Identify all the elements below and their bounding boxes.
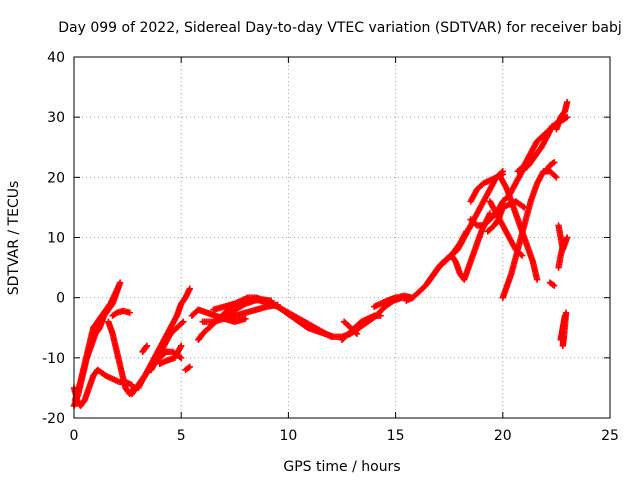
data-point — [186, 363, 193, 371]
data-point — [521, 204, 528, 211]
data-point — [328, 333, 335, 340]
y-tick-label: 30 — [47, 110, 65, 126]
x-tick-labels: 0 5 10 15 20 25 — [70, 428, 619, 444]
data-point — [143, 342, 151, 349]
axis-ticks — [73, 56, 611, 419]
data-point — [553, 174, 560, 181]
x-tick-label: 25 — [601, 428, 619, 444]
x-tick-label: 0 — [70, 428, 79, 444]
data-point — [274, 301, 281, 309]
x-tick-label: 5 — [177, 428, 186, 444]
y-tick-label: 40 — [47, 50, 65, 66]
data-point — [551, 282, 558, 289]
data-point — [377, 312, 384, 319]
data-point — [180, 318, 187, 325]
data-point — [178, 354, 185, 362]
data-point — [517, 251, 525, 258]
data-point — [498, 169, 505, 176]
x-tick-label: 15 — [387, 428, 405, 444]
y-tick-label: -10 — [42, 351, 65, 367]
data-point — [463, 228, 470, 235]
data-point — [559, 342, 567, 349]
data-point — [551, 159, 558, 166]
data-points — [70, 98, 571, 410]
data-point — [178, 319, 186, 327]
data-point — [178, 342, 185, 349]
y-tick-label: 20 — [47, 170, 65, 186]
data-point — [352, 329, 359, 336]
y-tick-label: 10 — [47, 231, 65, 247]
data-point — [499, 168, 506, 175]
x-tick-label: 10 — [279, 428, 297, 444]
grid-lines — [74, 57, 610, 418]
y-tick-label: 0 — [56, 291, 65, 307]
data-point — [142, 343, 150, 351]
data-point — [126, 309, 133, 316]
x-tick-label: 20 — [494, 428, 512, 444]
data-point — [518, 252, 526, 259]
chart-title: Day 099 of 2022, Sidereal Day-to-day VTE… — [58, 20, 621, 36]
data-point — [563, 98, 571, 106]
data-point — [561, 237, 569, 244]
data-point — [268, 297, 275, 304]
y-tick-labels: -20 -10 0 10 20 30 40 — [42, 50, 65, 427]
data-point — [551, 172, 559, 180]
data-point — [533, 276, 541, 283]
data-point — [116, 279, 124, 286]
data-point — [353, 330, 361, 337]
y-axis-label: SDTVAR / TECUs — [6, 181, 22, 296]
x-axis-label: GPS time / hours — [283, 459, 400, 475]
data-point — [186, 285, 193, 292]
data-point — [242, 315, 249, 322]
data-point — [486, 210, 494, 217]
data-point — [563, 113, 571, 121]
y-tick-label: -20 — [42, 411, 65, 427]
